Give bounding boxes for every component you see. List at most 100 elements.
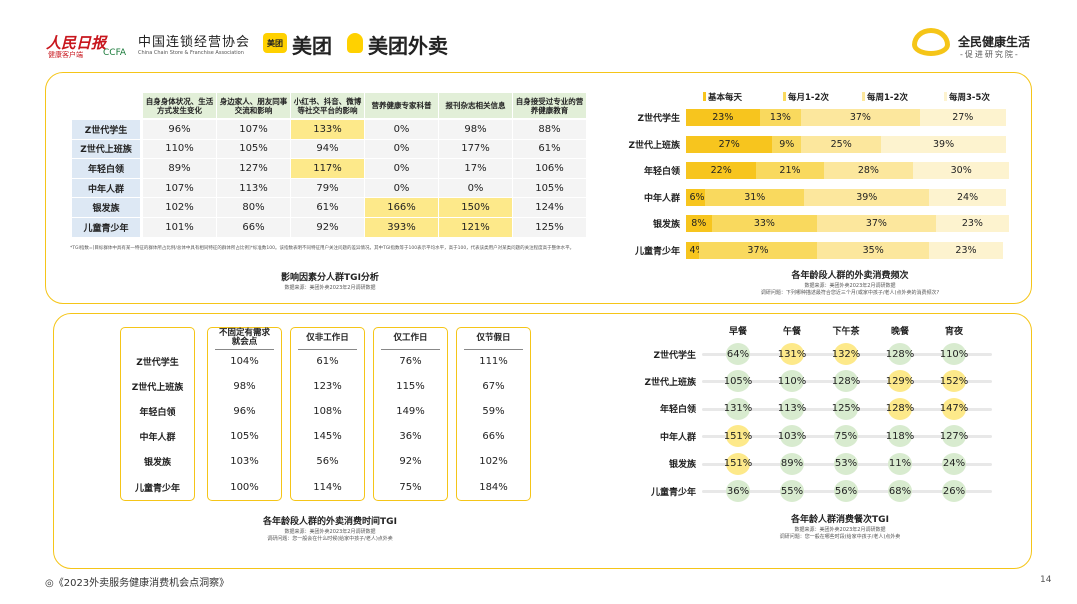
bar-label: 37% [747, 244, 769, 256]
cell: 118% [885, 430, 915, 442]
cell: 133% [291, 120, 364, 139]
cell: 125% [831, 403, 861, 415]
cell: 24% [942, 458, 966, 470]
cell: 108% [313, 405, 342, 417]
panel-bottom [53, 313, 1032, 569]
cell: 53% [834, 458, 858, 470]
column-header: 晚餐 [890, 326, 909, 337]
bubble [888, 480, 912, 502]
bar-label: 30% [950, 165, 972, 176]
bubble [942, 452, 966, 475]
cell: 131% [777, 348, 807, 360]
bar-segment [705, 188, 805, 206]
row-label: 儿童青少年 [634, 246, 680, 257]
cell: 66% [482, 431, 505, 443]
cell: 92% [291, 218, 364, 237]
bar-segment [929, 188, 1006, 206]
legend-label: 每周3-5次 [949, 93, 990, 103]
cell: 110% [777, 375, 807, 387]
header-rule [464, 349, 523, 350]
bubble [780, 370, 804, 393]
row-label: 中年人群 [643, 193, 680, 204]
column-header: 自身身体状况、生活方式发生变化 [143, 93, 216, 118]
cell: 107% [143, 178, 216, 198]
bar-label: 23% [712, 112, 734, 123]
column-box [207, 327, 282, 501]
row-label: 年轻白领 [643, 167, 680, 177]
bar-label: 39% [856, 191, 878, 203]
cell: 131% [723, 403, 753, 415]
row-header: 银发族 [72, 198, 140, 217]
note: *TGI指数=[目标群体中具有某一特征的群体所占比例/总体中具有相同特征的群体所… [70, 246, 575, 251]
cell: 121% [439, 218, 512, 237]
bar-label: 31% [744, 191, 766, 203]
bar-label: 4% [689, 244, 705, 256]
row-label: Z世代学生 [653, 350, 696, 361]
row-header: 银发族 [143, 458, 171, 469]
cell: 64% [726, 348, 750, 360]
cell: 0% [365, 178, 438, 198]
bubble [888, 397, 912, 420]
cell: 128% [885, 403, 915, 415]
cell: 96% [143, 120, 216, 139]
bubble [834, 480, 858, 502]
brand: 全民健康生活 [958, 35, 1031, 49]
cell: 150% [439, 198, 512, 217]
cell: 36% [399, 431, 422, 443]
cell: 26% [942, 485, 966, 497]
cell: 61% [513, 139, 586, 159]
bar-label: 35% [862, 244, 884, 256]
bar-segment [698, 241, 818, 259]
row-header: Z世代学生 [136, 357, 179, 368]
bubble [780, 452, 804, 475]
bubble [942, 480, 966, 502]
bubble [888, 370, 912, 393]
column-header: 宵夜 [944, 326, 963, 337]
logo-text: CCFA [103, 48, 127, 58]
bubble [834, 452, 858, 475]
cell: 114% [313, 481, 342, 493]
bubble [780, 343, 804, 365]
bar-segment [913, 162, 1010, 179]
bar-segment [801, 135, 882, 153]
cell: 66% [217, 218, 290, 237]
row-label: Z世代上班族 [628, 140, 680, 151]
cell: 104% [230, 355, 259, 367]
cell: 127% [217, 159, 290, 178]
legend-label: 每月1-2次 [788, 93, 829, 103]
logo-icon [347, 33, 363, 53]
bar-segment [686, 241, 699, 259]
bar-label: 28% [857, 165, 879, 176]
cell: 96% [233, 405, 256, 417]
legend-swatch [862, 92, 865, 101]
source: 数据来源：美团外卖2023年2月调研数据 [804, 283, 896, 289]
question: 调研问题：您一般会在什么时候(给家中孩子/老人)点外卖 [267, 536, 393, 542]
caption: 各年龄段人群的外卖消费时间TGI [263, 517, 397, 527]
column-box [373, 327, 448, 501]
bar-label: 8% [691, 218, 707, 229]
cell: 128% [831, 375, 861, 387]
row-header: Z世代学生 [72, 120, 140, 139]
bubble [942, 343, 966, 365]
bar-segment [929, 241, 1003, 259]
logo-sub: 健康客户端 [48, 51, 83, 59]
bar-label: 39% [933, 138, 955, 150]
row-label: 年轻白领 [659, 405, 696, 416]
page-number: 14 [1040, 575, 1052, 585]
header-rule [298, 349, 357, 350]
bar-segment [686, 135, 773, 153]
cell: 61% [291, 198, 364, 217]
bar-label: 21% [779, 165, 801, 176]
row-label: Z世代学生 [637, 114, 680, 124]
column-header: 仅工作日 [393, 332, 428, 343]
cell: 107% [217, 120, 290, 139]
bar-label: 23% [955, 244, 977, 256]
row-header: 年轻白领 [72, 159, 140, 178]
bubble [834, 370, 858, 393]
cell: 117% [291, 159, 364, 178]
column-header: 报刊杂志相关信息 [439, 93, 512, 118]
bubble [780, 397, 804, 420]
bar-label: 37% [865, 218, 887, 229]
column-header: 早餐 [728, 326, 747, 337]
